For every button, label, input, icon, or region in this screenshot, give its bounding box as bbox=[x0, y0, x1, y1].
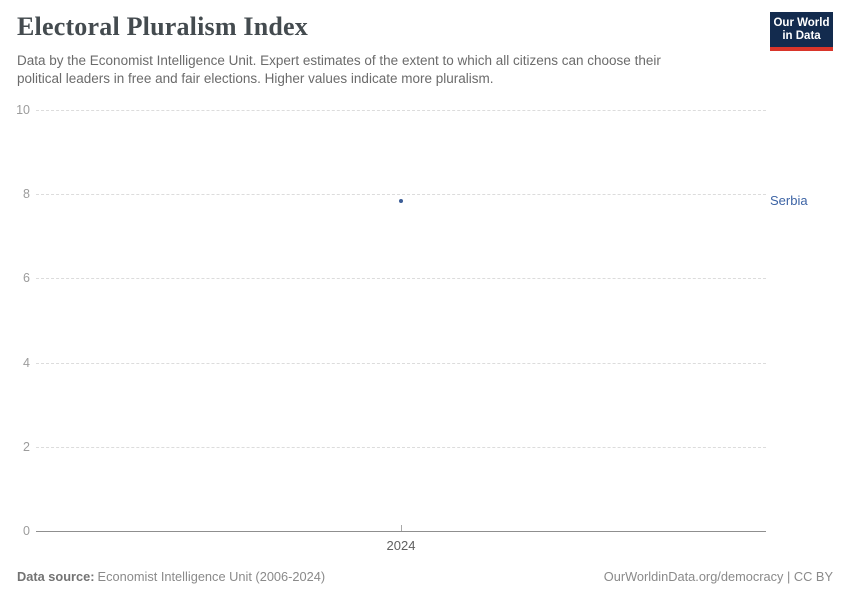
data-point-serbia[interactable] bbox=[399, 199, 403, 204]
data-source-label: Data source: bbox=[17, 569, 95, 584]
x-axis-tick-mark bbox=[401, 525, 402, 531]
y-axis-tick-label-10: 10 bbox=[16, 103, 30, 117]
gridline-y-8 bbox=[36, 194, 766, 196]
x-axis-line bbox=[36, 531, 766, 532]
entity-label-serbia[interactable]: Serbia bbox=[770, 193, 808, 209]
footer-credit-link[interactable]: OurWorldinData.org/democracy | CC BY bbox=[603, 569, 833, 584]
owid-logo-line2: in Data bbox=[782, 29, 821, 42]
owid-logo: Our World in Data bbox=[770, 12, 833, 51]
y-axis-tick-label-6: 6 bbox=[23, 271, 30, 286]
y-axis-tick-label-0: 0 bbox=[23, 524, 30, 538]
gridline-y-2 bbox=[36, 446, 766, 448]
x-axis-tick-label: 2024 bbox=[386, 538, 416, 553]
y-axis-tick-label-2: 2 bbox=[23, 439, 30, 454]
footer-data-source: Data source: Economist Intelligence Unit … bbox=[17, 569, 325, 584]
y-axis-tick-label-8: 8 bbox=[23, 187, 30, 202]
gridline-y-4 bbox=[36, 362, 766, 364]
owid-logo-line1: Our World bbox=[773, 16, 830, 29]
gridline-y-10 bbox=[36, 110, 766, 111]
y-axis-tick-label-4: 4 bbox=[23, 355, 30, 370]
data-source-text: Economist Intelligence Unit (2006-2024) bbox=[97, 569, 326, 584]
gridline-y-6 bbox=[36, 278, 766, 280]
page-title: Electoral Pluralism Index bbox=[17, 12, 308, 41]
chart-subtitle: Data by the Economist Intelligence Unit.… bbox=[17, 53, 661, 86]
